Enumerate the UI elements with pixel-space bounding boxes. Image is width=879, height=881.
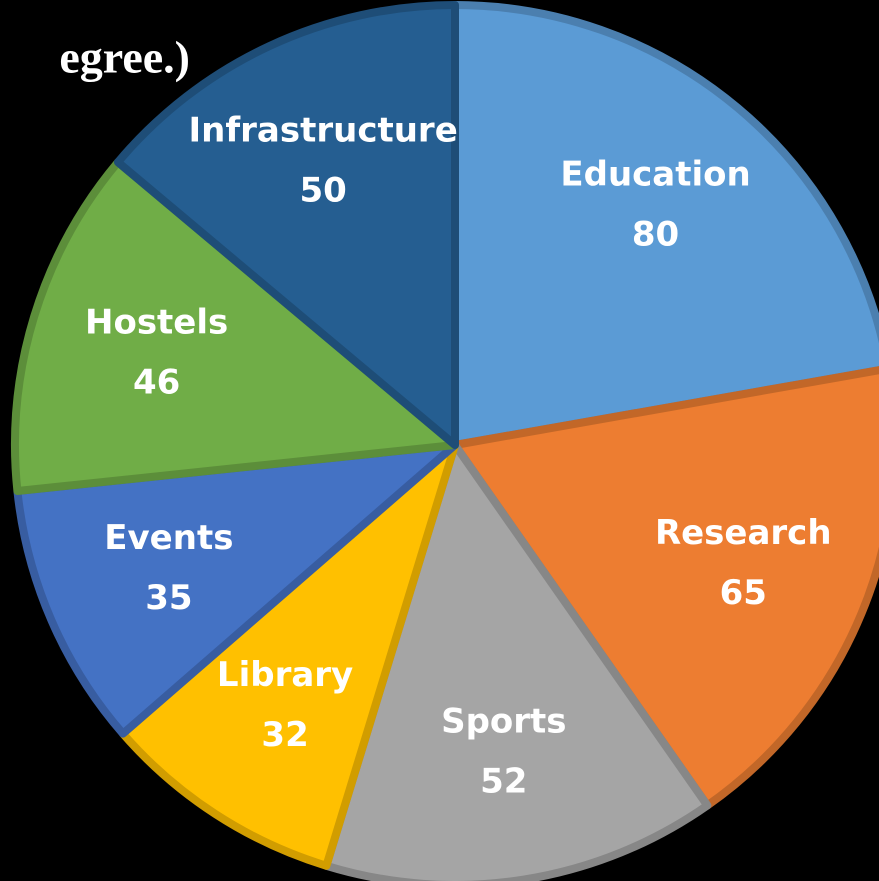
slice-value: 80: [632, 214, 679, 254]
pie-slice: [322, 441, 712, 881]
slice-value: 52: [480, 762, 527, 802]
slice-value: 35: [145, 578, 192, 618]
slice-value: 65: [720, 573, 767, 613]
slice-label: Education: [560, 154, 750, 194]
slice-label: Hostels: [85, 302, 228, 342]
slice-value: 50: [299, 171, 346, 211]
slice-label: Library: [217, 655, 353, 695]
slice-label: Research: [655, 513, 832, 553]
pie-slice: [11, 158, 459, 495]
pie-slice: [118, 441, 459, 870]
slice-label: Sports: [441, 702, 566, 742]
pie: [11, 1, 879, 881]
pie-slice: [451, 1, 879, 449]
chart-title: egree.): [59, 32, 190, 83]
slice-value: 46: [133, 362, 180, 402]
labels: Education 80 Research 65 Sports 52 Library 32 Ev…: [85, 111, 832, 802]
slice-label: Infrastructure: [189, 111, 458, 151]
slice-label: Events: [104, 518, 233, 558]
pie-slice: [451, 366, 879, 810]
pie-slice: [13, 441, 459, 738]
pie-slice: [113, 1, 459, 449]
slice-value: 32: [261, 715, 308, 755]
